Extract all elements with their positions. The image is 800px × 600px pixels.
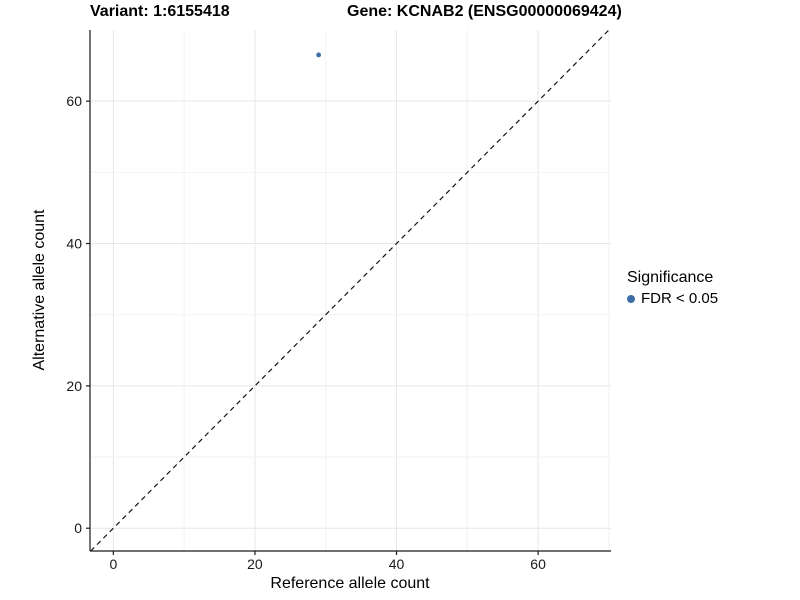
legend: Significance FDR < 0.05	[627, 269, 718, 307]
plot-title-gene: Gene: KCNAB2 (ENSG00000069424)	[347, 3, 622, 20]
y-tick-label: 60	[66, 93, 82, 109]
x-tick-label: 0	[109, 556, 117, 572]
legend-title: Significance	[627, 269, 714, 286]
legend-item-label: FDR < 0.05	[641, 290, 719, 307]
identity-dashed-line	[90, 29, 610, 552]
plot-title-variant: Variant: 1:6155418	[90, 3, 230, 20]
legend-point-icon	[627, 294, 635, 303]
x-axis-title: Reference allele count	[270, 575, 430, 592]
x-tick-label: 60	[530, 556, 546, 572]
y-tick-label: 20	[66, 378, 82, 394]
x-tick-label: 20	[247, 556, 263, 572]
legend-item: FDR < 0.05	[627, 290, 718, 307]
y-tick-label: 0	[74, 520, 82, 536]
x-tick-label: 40	[389, 556, 405, 572]
data-point	[316, 52, 322, 58]
y-axis-title: Alternative allele count	[31, 209, 48, 371]
y-tick-label: 40	[66, 236, 82, 252]
